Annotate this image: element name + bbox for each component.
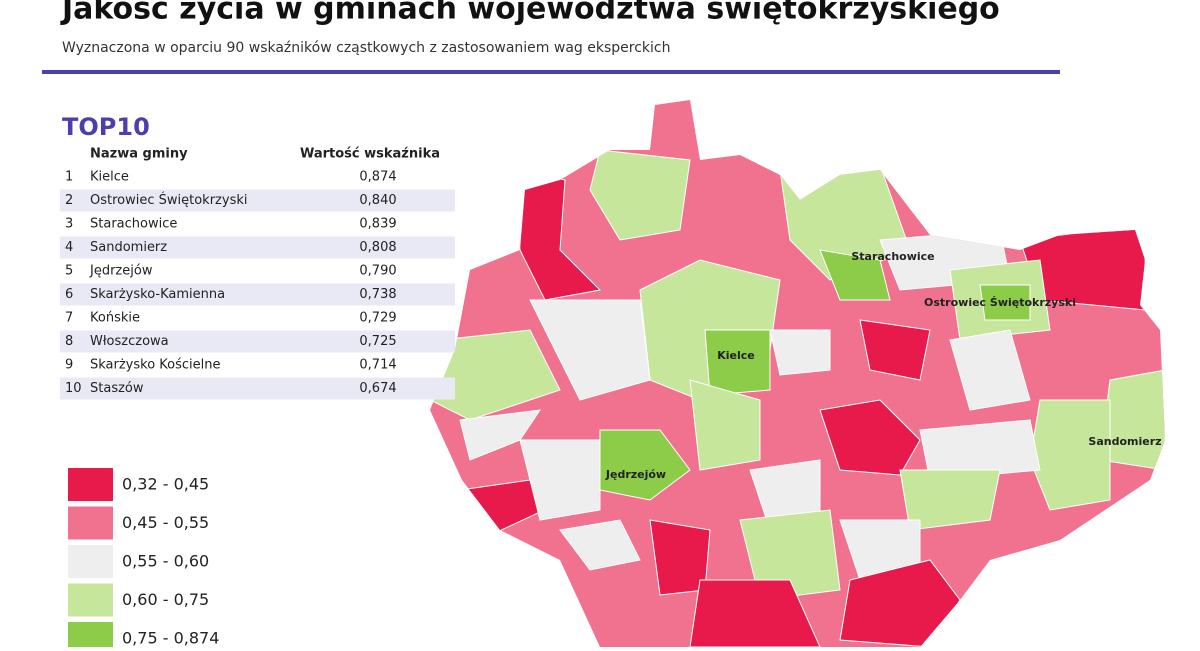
legend-label: 0,45 - 0,55 — [122, 513, 209, 532]
indicator-value: 0,674 — [359, 381, 396, 396]
legend-swatch — [68, 545, 113, 578]
legend-swatch — [68, 506, 113, 540]
rank: 10 — [65, 381, 82, 396]
rank: 7 — [65, 311, 73, 326]
indicator-value: 0,729 — [359, 311, 396, 326]
legend-swatch — [68, 622, 113, 651]
map-label: Kielce — [717, 349, 755, 362]
gmina-name: Skarżysko Kościelne — [90, 358, 221, 373]
gmina-name: Kielce — [90, 170, 129, 185]
gmina-name: Ostrowiec Świętokrzyski — [90, 192, 248, 208]
rank: 9 — [65, 358, 73, 373]
row-band — [60, 236, 455, 259]
legend-label: 0,32 - 0,45 — [122, 475, 209, 494]
row-band — [60, 330, 455, 353]
indicator-value: 0,738 — [359, 287, 396, 302]
gmina-name: Starachowice — [90, 217, 177, 232]
rank: 1 — [65, 170, 73, 185]
rank: 6 — [65, 287, 73, 302]
indicator-value: 0,874 — [359, 170, 396, 185]
indicator-value: 0,725 — [359, 334, 396, 349]
legend-label: 0,75 - 0,874 — [122, 629, 219, 648]
indicator-value: 0,808 — [359, 240, 396, 255]
legend-label: 0,60 - 0,75 — [122, 590, 209, 609]
subtitle: Wyznaczona w oparciu 90 wskaźników cząst… — [62, 40, 670, 56]
legend-swatch — [68, 583, 113, 617]
gmina-name: Jędrzejów — [89, 264, 153, 279]
title: Jakość życia w gminach województwa święt… — [60, 0, 1000, 27]
rank: 4 — [65, 240, 73, 255]
map-label: Starachowice — [851, 250, 934, 263]
map-label: Jędrzejów — [605, 468, 666, 481]
table-title: TOP10 — [62, 113, 150, 141]
indicator-value: 0,839 — [359, 217, 396, 232]
map-label: Ostrowiec Świętokrzyski — [924, 296, 1076, 309]
legend-label: 0,55 - 0,60 — [122, 552, 209, 571]
gmina-name: Skarżysko-Kamienna — [90, 287, 225, 302]
rank: 2 — [65, 193, 73, 208]
gmina-name: Staszów — [90, 381, 144, 396]
indicator-value: 0,714 — [359, 358, 396, 373]
rank: 3 — [65, 217, 73, 232]
gmina-name: Końskie — [90, 311, 140, 326]
legend-swatch — [68, 468, 113, 501]
map-label: Sandomierz — [1088, 435, 1161, 448]
gmina-name: Włoszczowa — [90, 334, 169, 349]
rank: 5 — [65, 264, 73, 279]
indicator-value: 0,790 — [359, 264, 396, 279]
gmina-name: Sandomierz — [90, 240, 167, 255]
rank: 8 — [65, 334, 73, 349]
row-band — [60, 189, 455, 212]
indicator-value: 0,840 — [359, 193, 396, 208]
row-band — [60, 377, 455, 400]
map — [430, 100, 1165, 647]
column-header: Nazwa gminy — [90, 147, 188, 162]
column-header: Wartość wskaźnika — [300, 147, 440, 162]
row-band — [60, 283, 455, 306]
